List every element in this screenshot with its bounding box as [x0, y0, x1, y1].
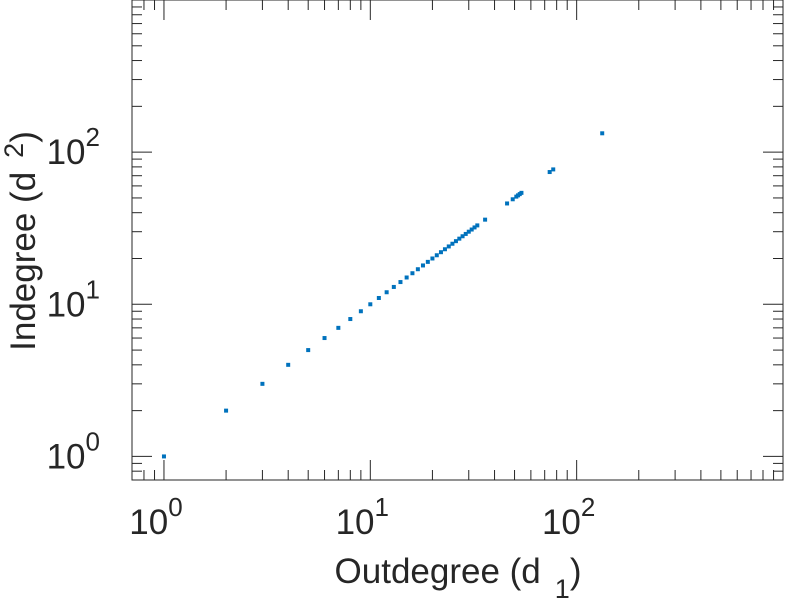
- data-point: [460, 234, 465, 239]
- data-point: [376, 295, 381, 300]
- data-point: [434, 253, 439, 258]
- x-tick-base: 10: [336, 503, 375, 542]
- y-axis-label: Indegree (d 2): [0, 131, 43, 351]
- data-point: [457, 236, 462, 241]
- x-tick-exponent: 2: [581, 492, 595, 522]
- y-tick-base: 10: [47, 285, 86, 324]
- y-tick-label: 102: [47, 122, 100, 172]
- data-point: [306, 348, 311, 353]
- data-point: [398, 280, 403, 285]
- data-point: [466, 229, 471, 234]
- x-tick-label: 100: [129, 492, 182, 542]
- y-tick-label: 101: [47, 274, 100, 324]
- y-axis-label-subscript: 2: [0, 143, 29, 158]
- x-tick-exponent: 1: [375, 492, 389, 522]
- y-tick-label: 100: [47, 426, 100, 476]
- data-point: [224, 408, 229, 413]
- data-point: [438, 250, 443, 255]
- major-ticks: [132, 0, 783, 480]
- data-point: [368, 302, 373, 307]
- data-point: [600, 131, 605, 136]
- data-point: [547, 170, 552, 175]
- data-point: [336, 325, 341, 330]
- data-point: [384, 290, 389, 295]
- data-point: [348, 317, 353, 322]
- data-points: [161, 131, 605, 459]
- data-point: [404, 275, 409, 280]
- data-point: [505, 201, 510, 206]
- data-point: [463, 231, 468, 236]
- data-point: [519, 190, 524, 195]
- x-tick-exponent: 0: [168, 492, 182, 522]
- data-point: [446, 244, 451, 249]
- data-point: [475, 223, 480, 228]
- x-tick-labels: 100 101 102: [129, 492, 595, 542]
- y-tick-exponent: 2: [86, 122, 100, 152]
- y-axis-label-text: Indegree (d: [4, 172, 43, 351]
- x-axis-label-text: Outdegree (d: [335, 552, 541, 591]
- data-point: [260, 381, 265, 386]
- data-point: [453, 239, 458, 244]
- y-tick-exponent: 1: [86, 274, 100, 304]
- data-point: [420, 263, 425, 268]
- data-point: [391, 284, 396, 289]
- data-point: [510, 197, 515, 202]
- data-point: [430, 256, 435, 261]
- data-point: [472, 225, 477, 230]
- x-axis-label-suffix: ): [570, 552, 582, 591]
- data-point: [358, 309, 363, 314]
- y-tick-base: 10: [47, 133, 86, 172]
- axes-box: [131, 0, 784, 481]
- y-tick-exponent: 0: [86, 426, 100, 456]
- x-axis-label-subscript: 1: [555, 574, 570, 600]
- data-point: [551, 167, 556, 172]
- x-tick-base: 10: [129, 503, 168, 542]
- y-axis-label-suffix: ): [4, 131, 43, 143]
- x-axis-label: Outdegree (d 1): [335, 552, 582, 600]
- data-point: [410, 271, 415, 276]
- data-point: [483, 217, 488, 222]
- data-point: [322, 336, 327, 341]
- y-tick-base: 10: [47, 437, 86, 476]
- x-tick-label: 101: [336, 492, 389, 542]
- minor-ticks: [131, 0, 783, 481]
- x-tick-base: 10: [542, 503, 581, 542]
- data-point: [425, 259, 430, 264]
- data-point: [161, 454, 166, 459]
- data-point: [442, 247, 447, 252]
- x-tick-label: 102: [542, 492, 595, 542]
- data-point: [450, 241, 455, 246]
- data-point: [469, 227, 474, 232]
- data-point: [415, 267, 420, 272]
- data-point: [286, 362, 291, 367]
